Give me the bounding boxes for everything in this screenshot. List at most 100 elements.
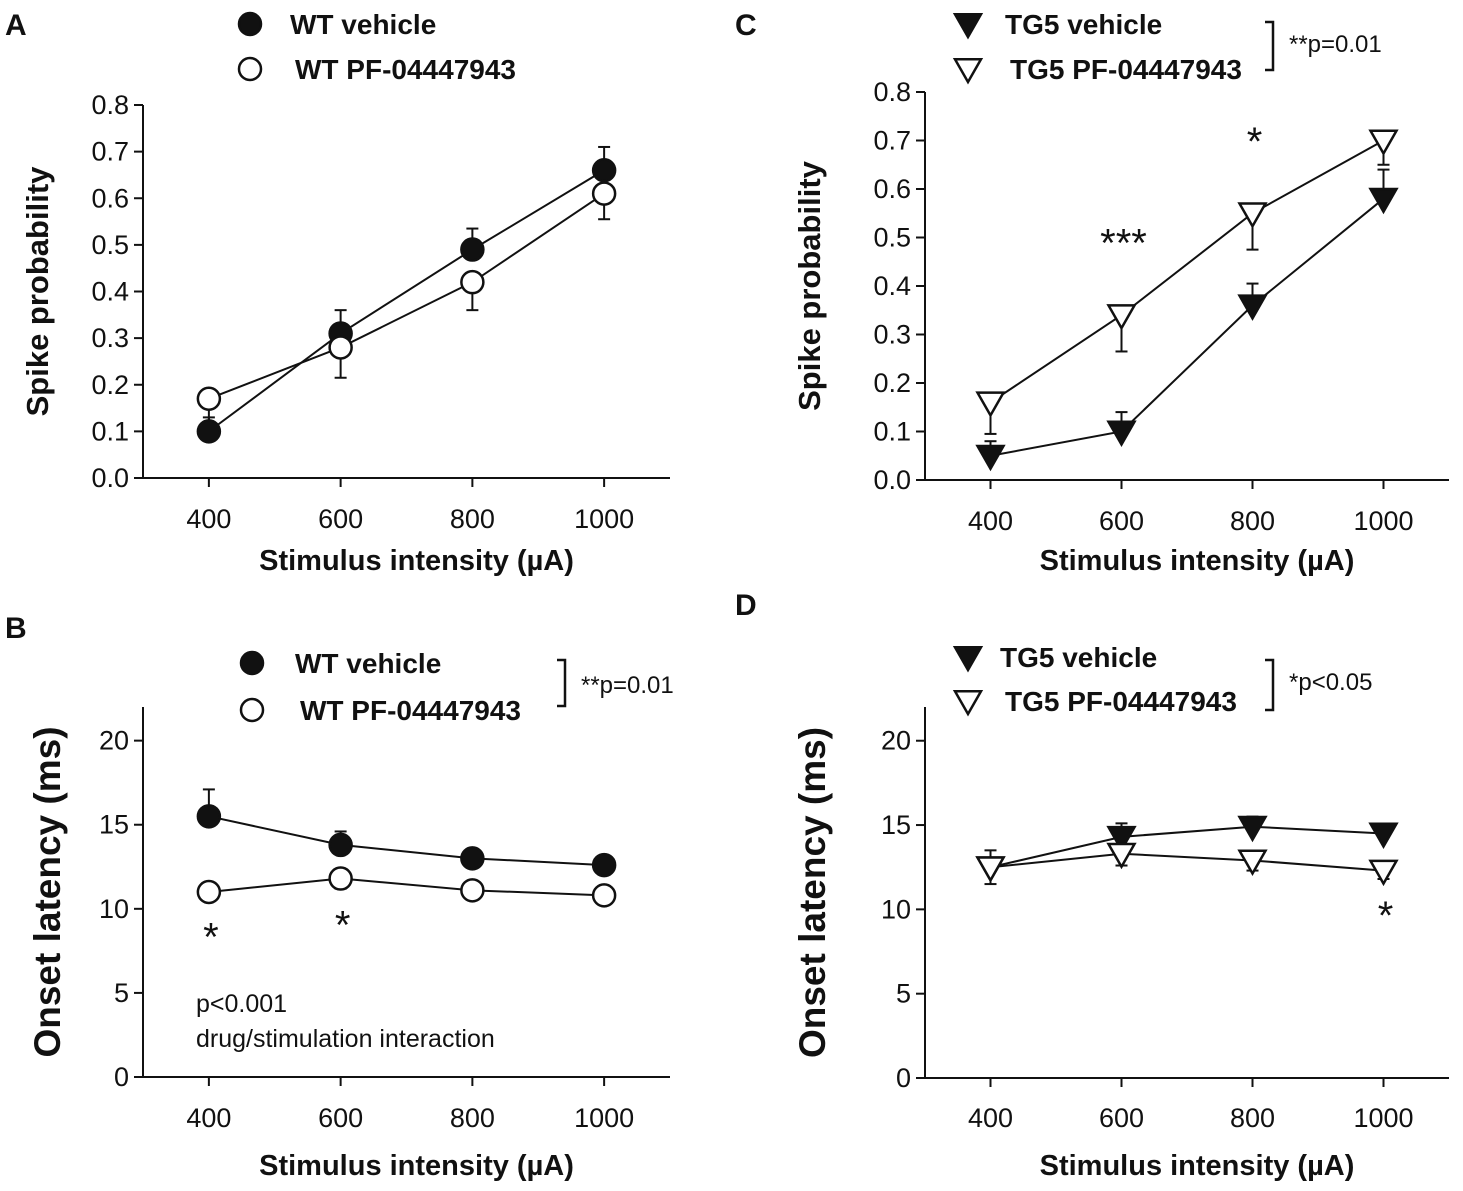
- legend-marker-0: [952, 13, 984, 40]
- significance-label: **p=0.01: [1289, 31, 1382, 58]
- significance-bracket: [1265, 20, 1275, 72]
- y-tick-label: 10: [99, 894, 129, 924]
- x-tick-label: 400: [968, 1103, 1013, 1133]
- x-tick-label: 600: [1099, 506, 1144, 536]
- y-tick-label: 10: [881, 894, 911, 924]
- data-point-1: [1368, 129, 1399, 157]
- data-point-0: [196, 804, 222, 829]
- legend-label: TG5 PF-04447943: [1005, 686, 1237, 717]
- panel-c: C 0.0 0.1 0.2 0.3 0.4 0.5 0.6 0.7 0.8 400 600 800 100…: [735, 9, 1449, 577]
- panel-letter: A: [5, 9, 27, 42]
- data-point-1: [975, 856, 1006, 883]
- legend-label: WT PF-04447943: [295, 54, 516, 85]
- y-tick-label: 0.5: [873, 223, 911, 253]
- data-point-1: [460, 269, 485, 295]
- series-line-0: [208, 169, 605, 433]
- data-point-0: [1106, 825, 1137, 853]
- y-tick-label: 20: [99, 726, 129, 756]
- y-tick-label: 5: [114, 978, 129, 1008]
- x-axis-label: Stimulus intensity (µA): [1040, 545, 1355, 577]
- annotation-line: drug/stimulation interaction: [196, 1025, 495, 1053]
- series-line-0: [990, 197, 1385, 457]
- y-tick-label: 0.1: [91, 416, 129, 446]
- data-point-1: [328, 335, 353, 360]
- x-tick-label: 800: [1230, 1103, 1275, 1133]
- y-tick-label: 0.0: [91, 463, 129, 493]
- legend-marker-0: [239, 650, 265, 676]
- y-tick-label: 0.3: [91, 323, 129, 353]
- x-tick-label: 1000: [574, 504, 634, 534]
- data-point-1: [591, 181, 617, 206]
- panel-letter: C: [735, 9, 757, 42]
- x-tick-label: 600: [318, 1103, 363, 1133]
- y-tick-label: 0.4: [873, 271, 911, 301]
- data-point-1: [460, 878, 485, 903]
- legend-label: TG5 vehicle: [1005, 9, 1162, 40]
- x-tick-label: 400: [968, 506, 1013, 536]
- legend-marker-1: [237, 56, 263, 82]
- y-axis-label: Onset latency (ms): [792, 727, 833, 1058]
- data-point-1: [196, 386, 222, 411]
- significance-bracket: [557, 658, 567, 708]
- legend-label: TG5 vehicle: [1000, 642, 1157, 673]
- data-point-0: [1237, 815, 1268, 843]
- legend-marker-0: [952, 646, 984, 673]
- y-tick-label: 15: [99, 810, 129, 840]
- y-axis-label: Onset latency (ms): [27, 726, 68, 1057]
- y-tick-label: 20: [881, 726, 911, 756]
- series-line-0: [208, 815, 605, 867]
- significance-label: *p<0.05: [1289, 669, 1372, 696]
- y-axis-label: Spike probability: [792, 160, 827, 411]
- legend-label: WT vehicle: [295, 648, 441, 679]
- panel-d: D 0 5 10 15 20 400 600 800 1000 Stimulus intensity…: [735, 589, 1449, 1182]
- data-point-1: [1237, 202, 1268, 229]
- significance-label: **p=0.01: [581, 672, 674, 699]
- x-tick-label: 600: [1099, 1103, 1144, 1133]
- legend-marker-1: [239, 697, 265, 723]
- legend-marker-1: [952, 58, 984, 85]
- data-point-0: [1106, 420, 1137, 448]
- data-point-0: [196, 419, 222, 444]
- data-point-0: [1368, 187, 1399, 215]
- x-tick-label: 800: [450, 504, 495, 534]
- y-tick-label: 0.7: [91, 137, 129, 167]
- y-tick-label: 0.6: [91, 183, 129, 213]
- data-point-1: [1368, 859, 1399, 887]
- series-line-1: [989, 139, 1384, 404]
- legend-label: WT PF-04447943: [300, 695, 521, 726]
- data-point-0: [1368, 822, 1399, 849]
- significance-star: *: [203, 915, 219, 959]
- y-tick-label: 15: [881, 810, 911, 840]
- y-tick-label: 0: [114, 1062, 129, 1092]
- series-line-1: [208, 877, 605, 897]
- annotation-line: p<0.001: [196, 990, 287, 1018]
- legend-label: TG5 PF-04447943: [1010, 54, 1242, 85]
- legend-marker-0: [237, 11, 263, 37]
- data-point-0: [591, 158, 617, 183]
- series-line-1: [208, 192, 605, 400]
- significance-bracket: [1265, 658, 1275, 712]
- y-tick-label: 0.2: [873, 368, 911, 398]
- significance-star: *: [1378, 894, 1394, 938]
- x-tick-label: 600: [318, 504, 363, 534]
- y-tick-label: 0: [896, 1063, 911, 1093]
- data-point-1: [1106, 842, 1137, 870]
- data-point-1: [1106, 304, 1137, 331]
- y-tick-label: 0.1: [873, 417, 911, 447]
- y-tick-label: 0.0: [873, 465, 911, 495]
- data-point-0: [975, 444, 1006, 472]
- y-axis-label: Spike probability: [20, 166, 55, 417]
- x-axis-label: Stimulus intensity (µA): [259, 545, 574, 577]
- y-tick-label: 0.5: [91, 230, 129, 260]
- series-line-1: [990, 852, 1384, 872]
- data-point-0: [328, 832, 353, 858]
- x-tick-label: 800: [1230, 506, 1275, 536]
- panel-a: A 0.0 0.1 0.2 0.3 0.4 0.5 0.6 0.7 0.8 400 600 800 100…: [5, 9, 670, 577]
- x-tick-label: 1000: [574, 1103, 634, 1133]
- y-tick-label: 0.7: [873, 126, 911, 156]
- x-tick-label: 1000: [1353, 1103, 1413, 1133]
- y-tick-label: 0.3: [873, 320, 911, 350]
- data-point-1: [196, 879, 222, 905]
